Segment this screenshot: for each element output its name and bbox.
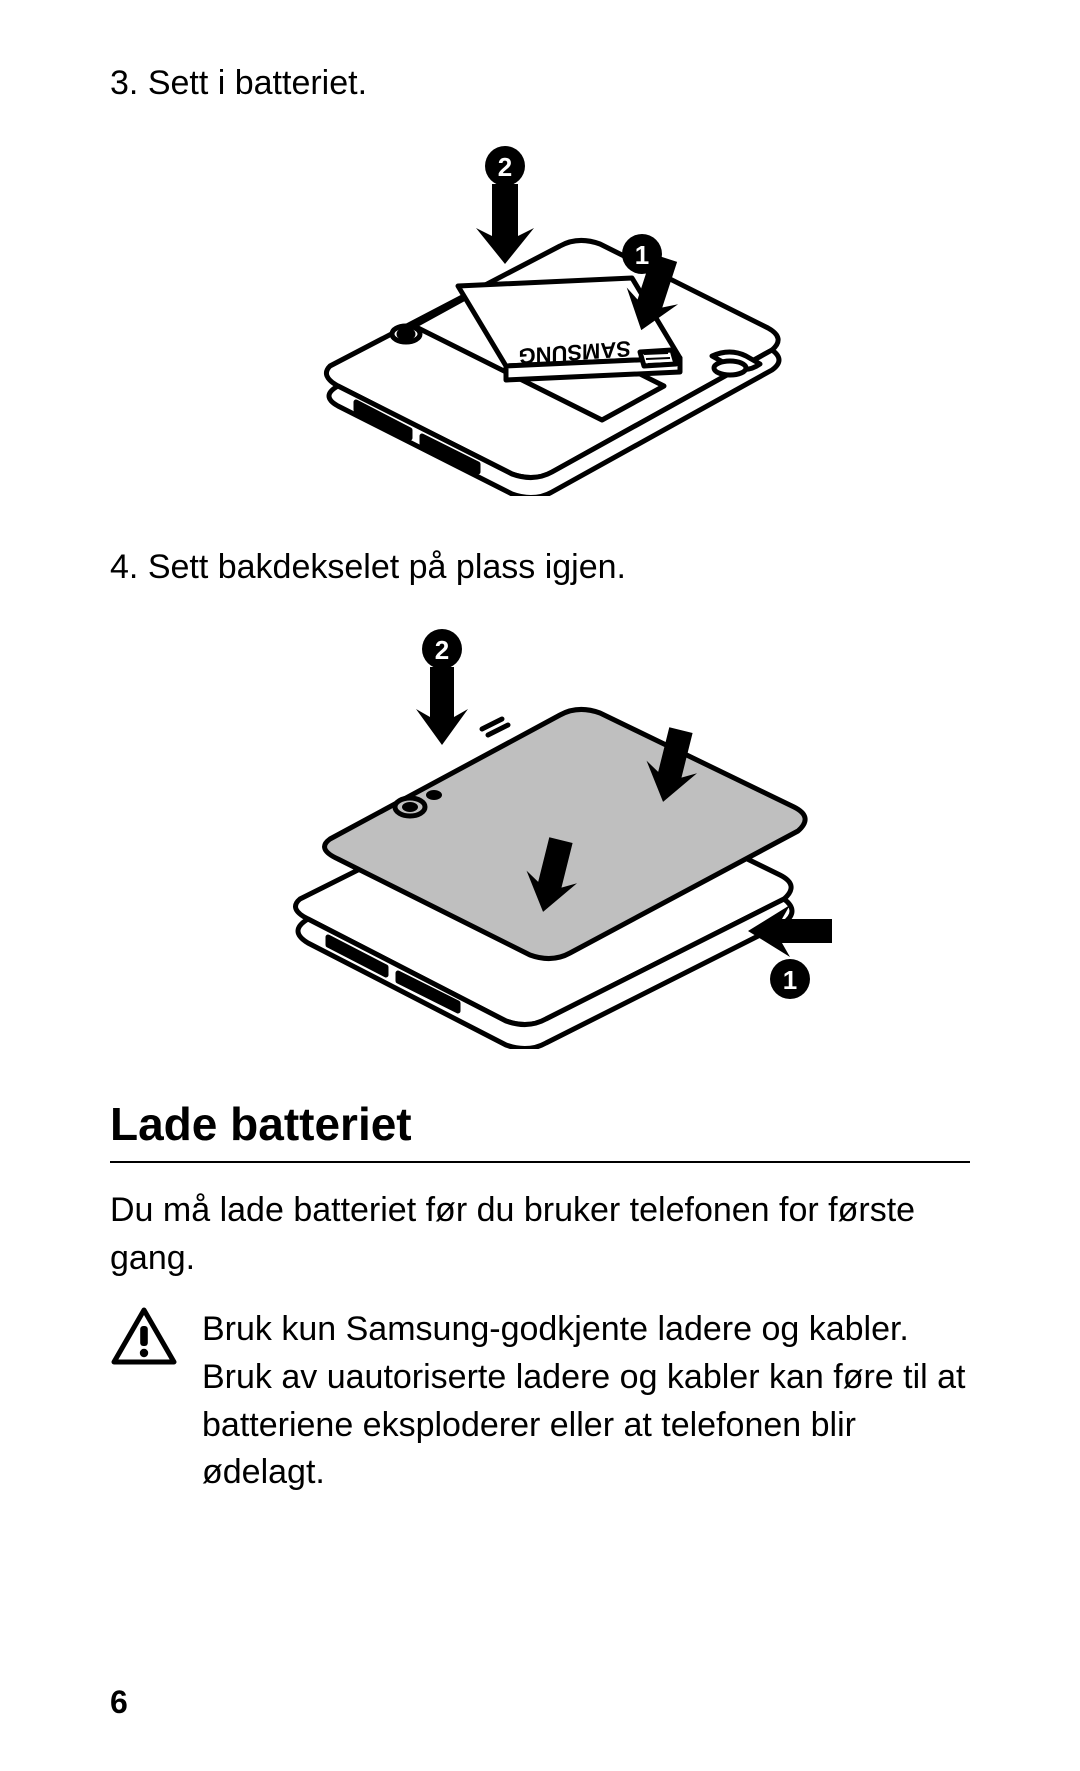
illustration-battery-insert: SAMSUNG 2 1 [220, 136, 860, 496]
step-4-line: 4. Sett bakdekselet på plass igjen. [110, 544, 970, 592]
step-3-text: Sett i batteriet. [148, 64, 367, 102]
warning-block: Bruk kun Samsung-godkjente ladere og kab… [110, 1306, 970, 1496]
arrow-step2-icon [476, 184, 534, 264]
marker-2-icon: 2 [485, 146, 525, 186]
manual-page: 3. Sett i batteriet. [0, 0, 1080, 1771]
warning-icon [110, 1306, 178, 1373]
warning-text: Bruk kun Samsung-godkjente ladere og kab… [202, 1306, 970, 1496]
step-3-number: 3. [110, 64, 138, 102]
illustration-back-cover: 2 1 [220, 619, 860, 1049]
section-heading-lade-batteriet: Lade batteriet [110, 1097, 970, 1163]
step-4-text: Sett bakdekselet på plass igjen. [148, 548, 626, 586]
svg-text:1: 1 [783, 965, 797, 995]
page-number: 6 [110, 1684, 128, 1721]
svg-text:2: 2 [435, 635, 449, 665]
marker-2-icon: 2 [422, 629, 462, 669]
marker-1-icon: 1 [622, 234, 662, 274]
marker-1-icon: 1 [770, 959, 810, 999]
step-4-number: 4. [110, 548, 138, 586]
step-3-line: 3. Sett i batteriet. [110, 60, 970, 108]
svg-text:1: 1 [635, 240, 649, 270]
section-intro-text: Du må lade batteriet før du bruker telef… [110, 1187, 970, 1282]
svg-text:2: 2 [498, 152, 512, 182]
